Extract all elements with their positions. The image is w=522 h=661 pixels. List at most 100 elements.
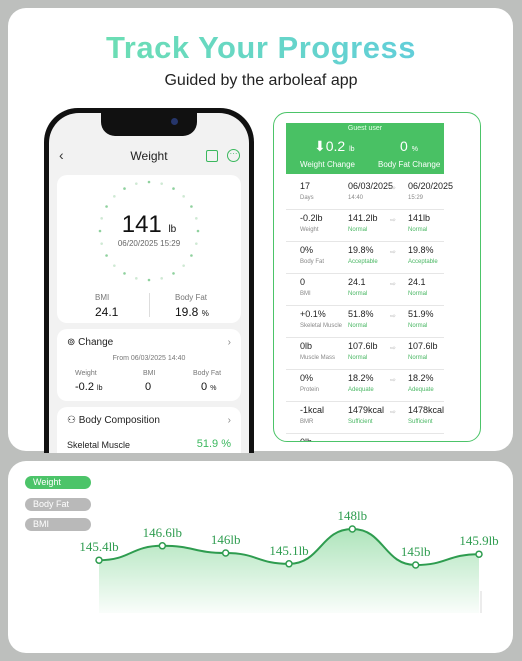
row-v3: 51.9% <box>408 309 434 319</box>
row-s2: Acceptable <box>348 259 378 265</box>
change-bodyfat-readout: 0 % <box>201 381 216 393</box>
tab-weight[interactable]: Weight <box>25 476 91 489</box>
arrow-right-icon: ⇨ <box>390 377 396 384</box>
app-nav-bar: ‹ Weight ··· <box>49 147 249 167</box>
comparison-row: 17 Days 06/03/2025 14:40 06/20/2025 15:29 ⇨ <box>286 177 453 210</box>
scan-icon[interactable] <box>206 150 218 162</box>
arrow-right-icon: ⇨ <box>390 281 396 288</box>
dial-tick <box>160 277 163 280</box>
row-v2: 24.1 <box>348 277 366 287</box>
data-point[interactable] <box>285 560 293 568</box>
bodyfat-change-value: 0 <box>400 138 408 154</box>
weight-readout: 141 lb <box>57 211 241 239</box>
weight-value: 141 <box>121 211 162 238</box>
change-bmi-value: 0 <box>145 381 152 393</box>
phone-screen: ‹ Weight ··· 141 lb 06/20/2025 15:29 BMI… <box>49 113 249 453</box>
row-s3: Adequate <box>408 387 434 393</box>
dial-tick <box>172 187 175 190</box>
row-s2: Adequate <box>348 387 374 393</box>
bodyfat-label: Body Fat <box>175 293 208 302</box>
skeletal-label: Skeletal Muscle <box>67 440 131 450</box>
row-v1: -1kcal <box>300 405 325 415</box>
row-s1: BMI <box>300 291 311 297</box>
camera-icon <box>171 118 178 125</box>
data-point[interactable] <box>95 556 103 564</box>
arrow-right-icon: ⇨ <box>390 313 396 320</box>
more-icon[interactable]: ··· <box>227 149 240 162</box>
dial-tick <box>190 254 193 257</box>
comparison-row: -1kcal BMR 1479kcal Sufficient 1478kcal Suffi… <box>286 401 444 434</box>
comparison-row: -0.2lb Weight 141.2lb Normal 141lb Normal ⇨ <box>286 209 444 242</box>
chart-card: Weight Body Fat BMI 145.4lb 146.6lb 146lb 1… <box>8 461 513 653</box>
row-s3: Normal <box>408 323 428 329</box>
dial-tick <box>113 264 116 267</box>
comparison-row: +0.1% Skeletal Muscle 51.8% Normal 51.9% Norm… <box>286 305 444 338</box>
arrow-right-icon: ⇨ <box>390 249 396 256</box>
back-chevron-icon[interactable]: ‹ <box>59 147 64 163</box>
row-v2: 141.2lb <box>348 213 378 223</box>
change-bodyfat-label: Body Fat <box>193 370 222 377</box>
data-point[interactable] <box>348 525 357 533</box>
row-s1: Skeletal Muscle <box>300 323 343 329</box>
tab-bmi[interactable]: BMI <box>25 518 91 531</box>
row-v2: 107.6lb <box>348 341 378 351</box>
dial-tick <box>123 187 126 190</box>
data-label: 145.1lb <box>269 543 308 558</box>
data-label: 146lb <box>211 532 241 547</box>
dial-tick <box>113 195 116 198</box>
dial-tick <box>123 272 126 275</box>
dial-tick <box>172 272 175 275</box>
weight-chart: 145.4lb 146.6lb 146lb 145.1lb 148lb 145lb 145.… <box>79 508 499 613</box>
composition-title: ⚇ Body Composition <box>67 415 160 426</box>
bodyfat-readout: 19.8 % <box>175 305 209 319</box>
phone-mockup: ‹ Weight ··· 141 lb 06/20/2025 15:29 BMI… <box>44 108 254 453</box>
row-s2: Sufficient <box>348 419 373 425</box>
row-s1: Days <box>300 195 314 201</box>
dial-tick <box>135 277 138 280</box>
row-s2: Normal <box>348 323 368 329</box>
row-s2: Normal <box>348 355 368 361</box>
row-v1: 0 <box>300 277 306 287</box>
weight-dial <box>98 180 200 282</box>
data-point[interactable] <box>158 542 167 550</box>
row-v2: 51.8% <box>348 309 374 319</box>
tab-body-fat[interactable]: Body Fat <box>25 498 91 511</box>
row-s3: Normal <box>408 355 428 361</box>
chevron-right-icon: › <box>227 415 231 426</box>
data-point[interactable] <box>221 549 230 557</box>
row-v1: 0% <box>300 245 314 255</box>
row-s2: 14:40 <box>348 195 364 201</box>
bmi-value: 24.1 <box>95 305 119 319</box>
weight-card[interactable]: 141 lb 06/20/2025 15:29 BMI 24.1 Body Fa… <box>57 175 241 323</box>
row-v3: 06/20/2025 <box>408 181 454 191</box>
change-card[interactable]: ⊚ Change › From 06/03/2025 14:40 Weight … <box>57 329 241 401</box>
row-s2: Normal <box>348 227 368 233</box>
data-label: 145.4lb <box>79 539 118 554</box>
row-v3: 141lb <box>408 213 431 223</box>
change-weight-value: -0.2 <box>75 381 94 393</box>
change-title-text: Change <box>78 337 114 348</box>
body-composition-card[interactable]: ⚇ Body Composition › Skeletal Muscle 51.… <box>57 407 241 453</box>
phone-notch <box>101 113 197 136</box>
data-point[interactable] <box>411 561 420 569</box>
data-label: 145.9lb <box>459 533 498 548</box>
skeletal-unit: % <box>221 438 231 450</box>
dial-tick <box>105 254 108 257</box>
arrow-right-icon: ⇨ <box>390 217 396 224</box>
comparison-row: 0lb <box>286 433 444 441</box>
data-point[interactable] <box>475 550 483 558</box>
comparison-header: Guest user ⬇0.2 lb Weight Change 0 % Bod… <box>286 123 444 174</box>
row-v1: -0.2lb <box>300 213 323 223</box>
row-v3: 24.1 <box>408 277 426 287</box>
comparison-card: Guest user ⬇0.2 lb Weight Change 0 % Bod… <box>273 112 481 442</box>
data-label: 146.6lb <box>143 525 182 540</box>
change-weight-readout: -0.2 lb <box>75 381 102 393</box>
weight-change-unit: lb <box>349 146 355 153</box>
comparison-row: 0% Protein 18.2% Adequate 18.2% Adequate ⇨ <box>286 369 444 402</box>
skeletal-readout: 51.9 % <box>197 438 231 450</box>
row-v1: +0.1% <box>300 309 326 319</box>
dial-tick <box>135 182 138 185</box>
dial-tick <box>160 182 163 185</box>
arrow-right-icon: ⇨ <box>390 345 396 352</box>
dial-tick <box>147 278 151 282</box>
